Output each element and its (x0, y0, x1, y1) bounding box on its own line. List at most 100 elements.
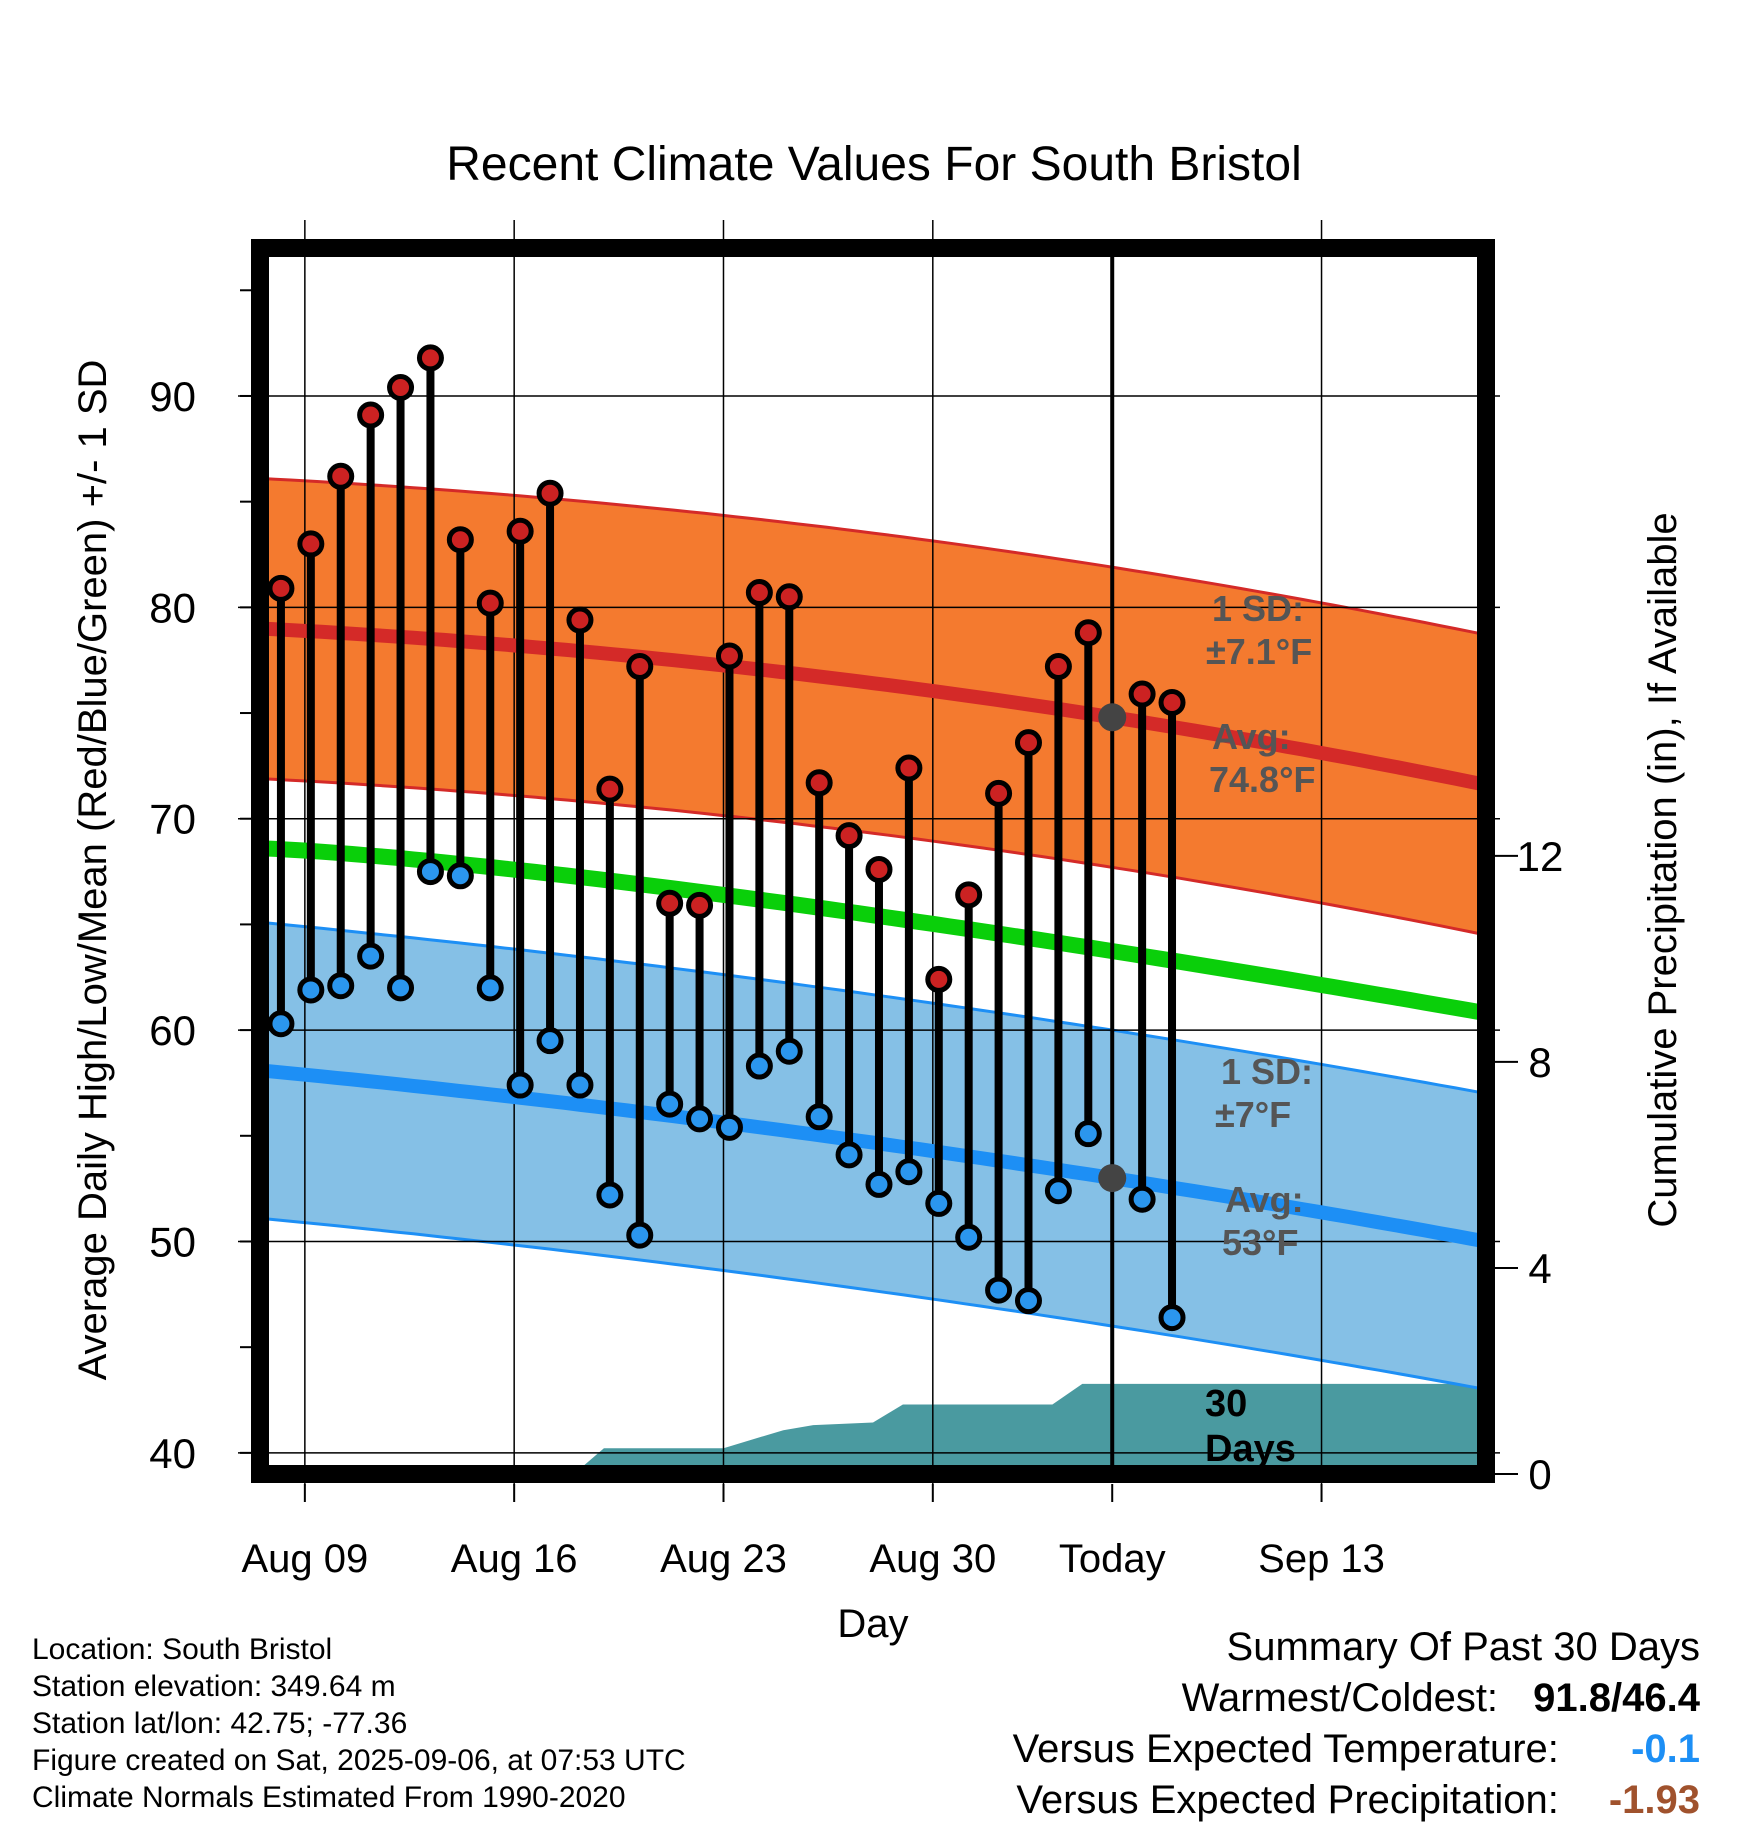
observed-low-dot (835, 1141, 863, 1169)
high-avg-value: 74.8°F (1209, 759, 1315, 800)
summary-title: Summary Of Past 30 Days (1226, 1625, 1700, 1669)
observed-low-dot (715, 1113, 743, 1141)
precip-area (574, 1383, 1486, 1474)
high-sd-band (260, 478, 1486, 935)
observed-low-dot (1014, 1287, 1042, 1315)
observed-high-dot (446, 526, 474, 554)
plot-frame (251, 239, 1495, 1483)
y-tick-label: 60 (149, 1007, 196, 1054)
summary-temp-row: Versus Expected Temperature: -0.1 (1013, 1724, 1700, 1775)
y-tick-label: 50 (149, 1218, 196, 1265)
y-tick-label: 80 (149, 584, 196, 631)
grid-lines (238, 220, 1500, 1486)
observed-high-dot (1128, 680, 1156, 708)
observed-low-dot (566, 1071, 594, 1099)
y-tick-label: 70 (149, 796, 196, 843)
observed-high-dot (566, 606, 594, 634)
observed-low-dot (1044, 1177, 1072, 1205)
low-sd-upper-line (260, 920, 1486, 1095)
observed-low-dot (865, 1170, 893, 1198)
observed-low-dot (267, 1010, 295, 1038)
observed-low-dot (476, 974, 504, 1002)
y2-tick-label: 4 (1528, 1245, 1551, 1292)
observed-low-dot (596, 1181, 624, 1209)
observed-high-dot (656, 889, 684, 917)
observed-high-dot (1158, 688, 1186, 716)
observed-high-dot (715, 642, 743, 670)
observed-low-dot (686, 1105, 714, 1133)
observed-low-dot (745, 1052, 773, 1080)
latlon-text: Station lat/lon: 42.75; -77.36 (32, 1707, 408, 1740)
elevation-text: Station elevation: 349.64 m (32, 1670, 396, 1703)
low-avg-value: 53°F (1222, 1222, 1298, 1263)
observed-low-dot (416, 858, 444, 886)
observed-high-dot (267, 574, 295, 602)
observed-low-dot (805, 1103, 833, 1131)
observed-high-dot (985, 779, 1013, 807)
precip-days-number: 30 (1205, 1383, 1247, 1425)
low-avg-label: Avg: (1225, 1179, 1304, 1220)
observed-low-dot (357, 942, 385, 970)
warmest-label: Warmest/Coldest: (1181, 1676, 1499, 1720)
low-sd-lower-line (260, 1216, 1486, 1391)
normals-text: Climate Normals Estimated From 1990-2020 (32, 1781, 626, 1814)
observed-low-dot (895, 1158, 923, 1186)
observed-low-dot (536, 1027, 564, 1055)
precip-value: -1.93 (1608, 1778, 1700, 1822)
observed-low-dot (327, 972, 355, 1000)
observed-high-dot (626, 653, 654, 681)
warmest-value: 91.8/46.4 (1533, 1676, 1700, 1720)
observed-high-dot (297, 530, 325, 558)
observed-high-dot (925, 965, 953, 993)
observed-high-dot (387, 374, 415, 402)
observed-high-dot (686, 891, 714, 919)
low-sd-value: ±7°F (1215, 1094, 1291, 1135)
observed-high-dot (327, 462, 355, 490)
x-tick-label: Aug 09 (241, 1537, 368, 1581)
observed-high-dot (476, 589, 504, 617)
x-tick-label: Aug 23 (660, 1537, 787, 1581)
y-axis-label: Average Daily High/Low/Mean (Red/Blue/Gr… (71, 360, 115, 1381)
observed-low-dot (506, 1071, 534, 1099)
observed-low-dot (297, 976, 325, 1004)
y-tick-label: 90 (149, 373, 196, 420)
y2-tick-label: 0 (1528, 1451, 1551, 1498)
observed-high-dot (596, 775, 624, 803)
y2-tick-label: 12 (1517, 833, 1564, 880)
x-tick-label: Today (1059, 1537, 1166, 1581)
precip-label: Versus Expected Precipitation: (1016, 1778, 1559, 1822)
observed-high-dot (775, 583, 803, 611)
observed-low-dot (775, 1037, 803, 1065)
low-normal-line (260, 1063, 1486, 1249)
observed-high-dot (1014, 729, 1042, 757)
high-sd-upper-line (260, 476, 1486, 637)
low-sd-band (260, 922, 1486, 1390)
y2-tick-label: 8 (1528, 1039, 1551, 1086)
observed-high-dot (745, 579, 773, 607)
observed-low-dot (626, 1221, 654, 1249)
summary-warmest-row: Warmest/Coldest: 91.8/46.4 (1013, 1673, 1700, 1724)
x-tick-label: Aug 30 (869, 1537, 996, 1581)
observed-high-dot (506, 517, 534, 545)
high-sd-value: ±7.1°F (1206, 631, 1312, 672)
temp-value: -0.1 (1631, 1727, 1700, 1771)
x-axis-label: Day (837, 1602, 908, 1646)
y2-axis-label: Cumulative Precipitation (in), If Availa… (1641, 512, 1685, 1227)
high-sd-label: 1 SD: (1212, 588, 1304, 629)
observed-high-dot (536, 479, 564, 507)
temp-label: Versus Expected Temperature: (1012, 1727, 1559, 1771)
summary-precip-row: Versus Expected Precipitation: -1.93 (1013, 1775, 1700, 1826)
location-text: Location: South Bristol (32, 1633, 333, 1666)
observed-low-dot (1158, 1304, 1186, 1332)
created-text: Figure created on Sat, 2025-09-06, at 07… (32, 1744, 686, 1777)
low-sd-label: 1 SD: (1221, 1051, 1313, 1092)
observed-low-dot (925, 1189, 953, 1217)
x-tick-label: Sep 13 (1258, 1537, 1385, 1581)
chart-title: Recent Climate Values For South Bristol (446, 138, 1301, 191)
high-avg-today-marker (1098, 703, 1127, 732)
observed-high-dot (865, 855, 893, 883)
observed-high-dot (416, 344, 444, 372)
observed-low-dot (387, 974, 415, 1002)
observed-high-dot (835, 822, 863, 850)
